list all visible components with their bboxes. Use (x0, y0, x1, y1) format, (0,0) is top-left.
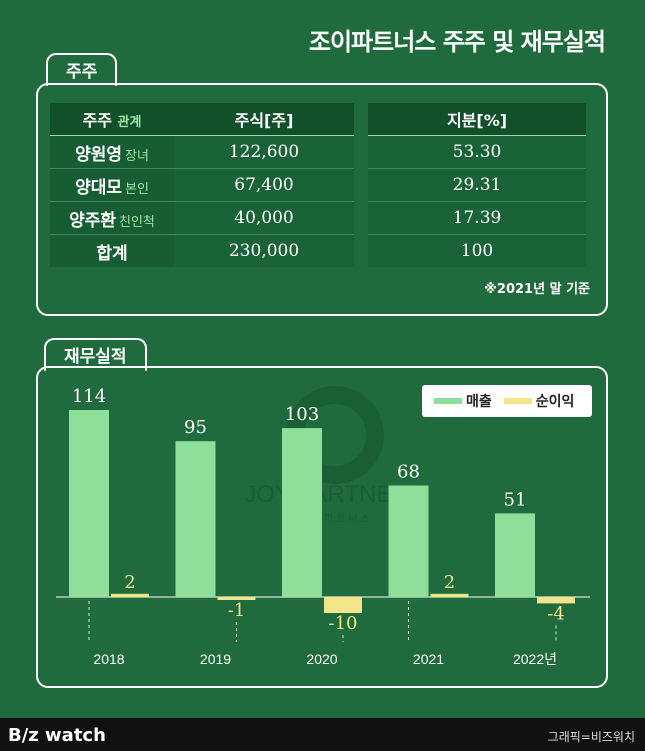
graphic-credit: 그래픽=비즈워치 (547, 730, 635, 744)
profit-bar (111, 593, 149, 597)
financials-panel (36, 366, 608, 688)
bizwatch-logo: B/z watch (8, 725, 106, 746)
revenue-label: 95 (184, 417, 207, 438)
profit-label: -1 (228, 600, 246, 621)
chart-legend: 매출 순이익 (422, 385, 592, 417)
footer: B/z watch 그래픽=비즈워치 (0, 718, 645, 751)
profit-bar (217, 597, 256, 600)
profit-label: 2 (444, 572, 455, 593)
profit-label: -10 (329, 613, 358, 634)
revenue-bar (69, 410, 109, 597)
revenue-label: 114 (72, 386, 106, 407)
chart-title: 조이파트너스 주주 및 재무실적 (308, 28, 606, 56)
legend-swatch-profit (503, 398, 532, 404)
revenue-label: 68 (397, 461, 420, 482)
legend-label-profit: 순이익 (535, 394, 575, 410)
revenue-bar (282, 428, 322, 597)
x-tick-label: 2022년 (513, 651, 557, 667)
revenue-bar (388, 485, 429, 597)
profit-bar (324, 597, 362, 613)
profit-label: -4 (547, 603, 565, 624)
revenue-label: 103 (285, 404, 319, 425)
profit-bar (537, 597, 575, 604)
header-holder: 주주 관계 (50, 103, 174, 136)
x-tick-label: 2020 (306, 651, 337, 667)
header-shares: 주식[주] (174, 103, 354, 136)
table-total-row: 합계 230,000 100 (50, 234, 586, 267)
x-tick-label: 2018 (93, 651, 124, 667)
financials-tab: 재무실적 (44, 338, 147, 371)
header-stake: 지분[%] (368, 103, 586, 136)
x-tick-label: 2021 (413, 651, 444, 667)
table-row: 양원영 장녀 122,600 53.30 (50, 135, 586, 169)
table-note: ※2021년 말 기준 (484, 282, 590, 297)
x-tick-label: 2019 (200, 651, 231, 667)
revenue-bar (175, 441, 216, 597)
profit-label: 2 (124, 572, 135, 593)
shareholders-panel (36, 83, 608, 316)
shareholder-table: 주주 관계 주식[주] 지분[%] 양원영 장녀 122,600 53.30 양대… (50, 103, 586, 267)
legend-label-revenue: 매출 (466, 394, 492, 410)
revenue-label: 51 (504, 489, 527, 510)
legend-swatch-revenue (434, 398, 462, 404)
table-row: 양대모 본인 67,400 29.31 (50, 168, 586, 202)
revenue-bar (495, 513, 535, 597)
profit-bar (430, 593, 469, 597)
shareholders-tab: 주주 (46, 53, 118, 86)
table-row: 양주환 친인척 40,000 17.39 (50, 201, 586, 235)
